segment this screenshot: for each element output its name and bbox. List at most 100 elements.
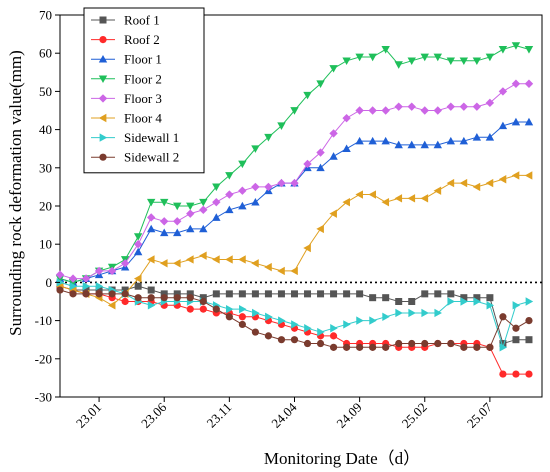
data-point-sidewall-2: [134, 294, 142, 302]
data-point-roof-2: [499, 370, 507, 378]
data-point-floor-2: [381, 46, 390, 54]
data-point-sidewall-1: [512, 301, 521, 310]
data-point-floor-1: [186, 224, 195, 233]
legend-label-floor-1: Floor 1: [124, 52, 162, 67]
data-point-floor-4: [407, 194, 416, 203]
data-point-floor-2: [277, 122, 286, 130]
x-tick-label: 24.04: [268, 399, 300, 431]
data-point-floor-2: [173, 202, 182, 211]
data-point-floor-2: [238, 160, 247, 169]
data-point-floor-3: [381, 106, 390, 115]
data-point-floor-3: [238, 186, 247, 195]
data-point-roof-1: [382, 294, 390, 302]
data-point-sidewall-2: [434, 339, 442, 348]
data-point-floor-4: [498, 175, 507, 184]
data-point-floor-2: [511, 42, 521, 50]
data-point-roof-1: [421, 290, 429, 298]
data-point-floor-1: [225, 205, 234, 214]
y-tick-label: 10: [39, 237, 52, 252]
legend-label-floor-2: Floor 2: [124, 71, 162, 86]
data-point-roof-1: [395, 298, 403, 305]
data-point-floor-2: [316, 80, 325, 88]
data-point-sidewall-1: [525, 297, 534, 306]
data-point-floor-1: [368, 136, 377, 145]
data-point-sidewall-2: [147, 294, 155, 302]
data-point-sidewall-1: [369, 316, 377, 325]
y-tick-label: 30: [39, 160, 52, 175]
y-tick-label: 50: [39, 84, 52, 99]
data-point-roof-1: [251, 290, 259, 298]
data-point-sidewall-2: [329, 343, 338, 351]
data-point-roof-1: [290, 290, 298, 298]
data-point-floor-1: [459, 136, 469, 145]
data-point-floor-2: [355, 53, 364, 62]
x-tick-label: 25.07: [464, 399, 496, 431]
data-point-floor-3: [68, 274, 78, 283]
data-point-floor-2: [329, 65, 338, 73]
data-point-sidewall-2: [225, 313, 233, 321]
data-point-floor-3: [368, 106, 377, 115]
data-point-sidewall-2: [186, 294, 194, 302]
data-point-roof-1: [147, 286, 155, 294]
data-point-sidewall-1: [421, 308, 429, 318]
data-point-sidewall-2: [525, 317, 533, 325]
data-point-floor-1: [146, 224, 156, 233]
data-point-sidewall-2: [277, 336, 286, 344]
data-point-roof-1: [460, 294, 468, 302]
data-point-floor-4: [420, 194, 429, 203]
data-point-roof-1: [317, 290, 325, 298]
data-point-sidewall-2: [69, 290, 77, 298]
data-point-sidewall-1: [499, 343, 508, 352]
data-point-floor-3: [355, 106, 364, 115]
data-point-floor-4: [303, 243, 311, 253]
data-point-floor-2: [225, 172, 234, 180]
data-point-floor-2: [251, 145, 260, 153]
data-point-floor-1: [329, 152, 338, 160]
data-point-floor-3: [55, 270, 65, 279]
data-point-floor-3: [485, 98, 495, 108]
data-point-floor-4: [251, 259, 259, 268]
data-point-roof-1: [121, 286, 129, 294]
data-point-sidewall-2: [356, 343, 364, 351]
y-axis-title: Surrounding rock deformation value(mm): [6, 50, 25, 336]
data-point-sidewall-1: [317, 327, 325, 337]
data-point-floor-2: [68, 279, 78, 287]
data-point-sidewall-2: [95, 290, 103, 298]
data-point-floor-4: [459, 178, 468, 188]
y-tick-label: 40: [39, 122, 52, 137]
data-point-floor-2: [459, 57, 469, 66]
data-point-floor-3: [133, 240, 143, 249]
data-point-roof-1: [95, 286, 103, 294]
data-point-sidewall-1: [239, 304, 247, 314]
x-axis-title: Monitoring Date（d）: [264, 449, 420, 468]
legend-marker-floor-3: [98, 94, 108, 103]
data-point-sidewall-2: [160, 294, 168, 302]
data-point-sidewall-2: [447, 339, 455, 348]
data-point-sidewall-1: [486, 301, 495, 310]
data-point-roof-1: [277, 290, 285, 298]
data-point-sidewall-2: [473, 343, 481, 351]
data-point-floor-2: [303, 91, 312, 100]
series-sidewall-2: [56, 286, 533, 351]
legend-label-roof-2: Roof 2: [124, 32, 160, 47]
data-point-floor-2: [160, 198, 169, 207]
data-point-floor-3: [316, 148, 325, 157]
data-point-floor-3: [107, 266, 117, 276]
data-point-floor-3: [459, 102, 469, 111]
data-point-floor-4: [472, 182, 481, 192]
data-point-floor-4: [146, 255, 155, 264]
data-point-floor-3: [433, 106, 442, 115]
data-point-floor-2: [433, 53, 442, 62]
x-tick-label: 24.09: [333, 400, 364, 431]
data-point-roof-1: [225, 290, 233, 298]
data-point-sidewall-2: [460, 343, 468, 351]
data-point-roof-1: [160, 290, 168, 298]
legend-label-sidewall-2: Sidewall 2: [124, 150, 179, 165]
data-point-floor-3: [277, 178, 286, 188]
data-point-floor-1: [394, 140, 403, 149]
data-point-sidewall-2: [108, 290, 116, 298]
data-point-floor-2: [407, 57, 416, 66]
data-point-sidewall-2: [251, 328, 260, 336]
data-point-floor-2: [342, 57, 351, 66]
